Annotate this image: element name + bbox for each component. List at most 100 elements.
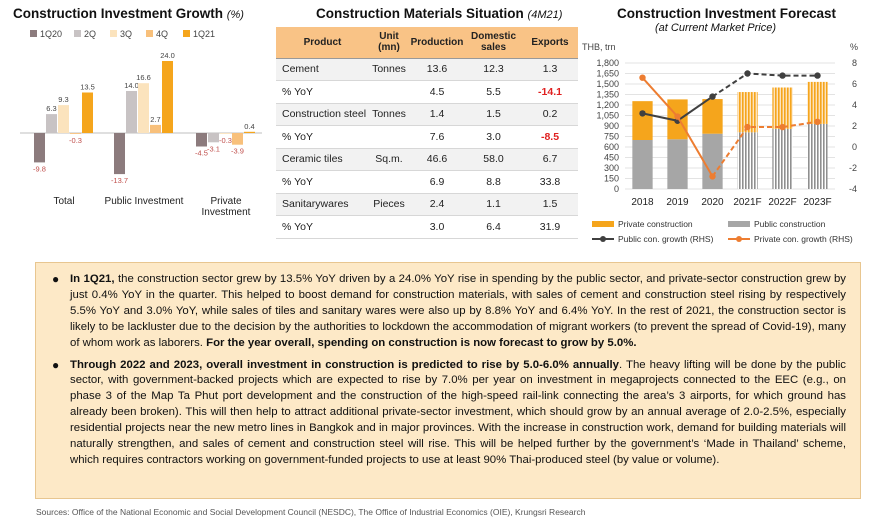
- bullet-icon: ●: [52, 357, 60, 372]
- bar-public-construction: [807, 123, 828, 189]
- bar: [114, 133, 125, 175]
- x-tick-label: 2019: [666, 197, 689, 208]
- y-tick-left: 1,800: [596, 58, 619, 68]
- x-tick-label: 2022F: [768, 197, 796, 208]
- y-tick-left: 300: [604, 163, 619, 173]
- bar-public-construction: [737, 132, 758, 189]
- cell-product: % YoY: [276, 80, 369, 104]
- data-label: -9.8: [33, 164, 46, 173]
- summary-paragraph-1: ● In 1Q21, the construction sector grew …: [52, 272, 846, 349]
- y-tick-left: 0: [614, 184, 619, 194]
- cell-unit: Pieces: [369, 193, 409, 216]
- summary-paragraph-2: ● Through 2022 and 2023, overall investm…: [52, 357, 846, 466]
- legend-swatch: [183, 30, 190, 37]
- forecast-chart-subtitle: (at Current Market Price): [655, 22, 777, 34]
- legend-label: Public con. growth (RHS): [618, 234, 714, 244]
- cell-unit: [369, 125, 409, 149]
- y-tick-right: 2: [852, 121, 857, 131]
- cell-production: 3.0: [409, 215, 465, 239]
- bar: [196, 133, 207, 147]
- bar: [46, 114, 57, 133]
- bar-private-construction: [702, 99, 723, 134]
- y-tick-left: 1,350: [596, 90, 619, 100]
- cell-unit: Tonnes: [369, 58, 409, 81]
- legend-label: Public construction: [754, 219, 826, 229]
- table-row: % YoY 6.9 8.8 33.8: [276, 170, 578, 194]
- cell-exports: 6.7: [522, 148, 578, 171]
- x-tick-label: 2018: [631, 197, 654, 208]
- series-point: [744, 123, 751, 131]
- y-tick-right: 6: [852, 79, 857, 89]
- legend-label: 2Q: [84, 29, 96, 39]
- materials-table: Product Unit (mn) Production Domestic sa…: [276, 27, 578, 239]
- data-label: -3.1: [207, 144, 220, 153]
- data-label: 0.4: [244, 122, 254, 131]
- cell-exports: 0.2: [522, 103, 578, 126]
- cell-exports: 1.5: [522, 193, 578, 216]
- bullet-icon: ●: [52, 272, 60, 286]
- cell-production: 7.6: [409, 125, 465, 149]
- legend-swatch: [74, 30, 81, 37]
- cell-product: % YoY: [276, 215, 369, 239]
- data-label: -3.9: [231, 147, 244, 156]
- data-label: -13.7: [111, 176, 128, 185]
- legend-swatch: [146, 30, 153, 37]
- series-line-forecast: [711, 72, 818, 98]
- growth-chart: 1Q20 2Q 3Q 4Q 1Q21 -9.8 6.39.3 -0.3 13.5 Total -13…: [20, 29, 262, 218]
- category-label: Private: [210, 196, 242, 207]
- cell-product: Sanitarywares: [276, 193, 369, 216]
- legend-swatch: [110, 30, 117, 37]
- cell-production: 13.6: [409, 58, 465, 81]
- data-label: 6.3: [46, 104, 56, 113]
- category-label: Total: [53, 196, 74, 207]
- data-label: -4.5: [195, 149, 208, 158]
- bar: [138, 83, 149, 133]
- cell-production: 1.4: [409, 103, 465, 126]
- category-label: Public Investment: [105, 196, 184, 207]
- cell-product: Ceramic tiles: [276, 148, 369, 171]
- bar-public-construction: [632, 140, 653, 189]
- cell-production: 46.6: [409, 148, 465, 171]
- series-point: [779, 72, 786, 79]
- table-row: Construction steel Tonnes 1.4 1.5 0.2: [276, 103, 578, 126]
- table-row: Cement Tonnes 13.6 12.3 1.3: [276, 58, 578, 81]
- bar-public-construction: [772, 128, 793, 189]
- y-tick-left: 1,200: [596, 100, 619, 110]
- cell-domestic: 5.5: [465, 80, 522, 104]
- data-label: 13.5: [80, 83, 95, 92]
- series-point: [744, 70, 751, 77]
- bar: [244, 131, 255, 133]
- series-point: [639, 74, 646, 81]
- data-label: 24.0: [160, 51, 175, 60]
- summary-box: ● In 1Q21, the construction sector grew …: [35, 262, 861, 499]
- data-label: 9.3: [58, 95, 68, 104]
- bar-public-construction: [702, 133, 723, 189]
- header-domestic-sales: Domestic sales: [465, 27, 522, 59]
- y-axis-right-unit: %: [850, 42, 858, 52]
- cell-product: % YoY: [276, 170, 369, 194]
- series-point: [674, 113, 681, 120]
- bar: [232, 133, 243, 145]
- legend-marker: [736, 236, 742, 242]
- series-point: [814, 118, 821, 126]
- y-tick-left: 750: [604, 132, 619, 142]
- bar: [220, 133, 231, 134]
- cell-unit: Sq.m.: [369, 148, 409, 171]
- header-exports: Exports: [522, 27, 578, 59]
- header-product: Product: [276, 27, 369, 59]
- bar: [34, 133, 45, 163]
- series-point: [709, 173, 716, 180]
- y-tick-left: 1,500: [596, 79, 619, 89]
- bar: [162, 61, 173, 133]
- series-point: [709, 93, 716, 100]
- forecast-chart: THB, trn %01503004506007509001,0501,2001,…: [582, 42, 858, 244]
- table-row: % YoY 3.0 6.4 31.9: [276, 215, 578, 239]
- y-tick-right: -4: [849, 184, 857, 194]
- cell-unit: Tonnes: [369, 103, 409, 126]
- header-production: Production: [409, 27, 465, 59]
- y-tick-left: 1,650: [596, 69, 619, 79]
- cell-exports: 1.3: [522, 58, 578, 81]
- table-header-row: Product Unit (mn) Production Domestic sa…: [276, 27, 578, 59]
- cell-product: Construction steel: [276, 103, 369, 126]
- legend-swatch: [728, 221, 750, 227]
